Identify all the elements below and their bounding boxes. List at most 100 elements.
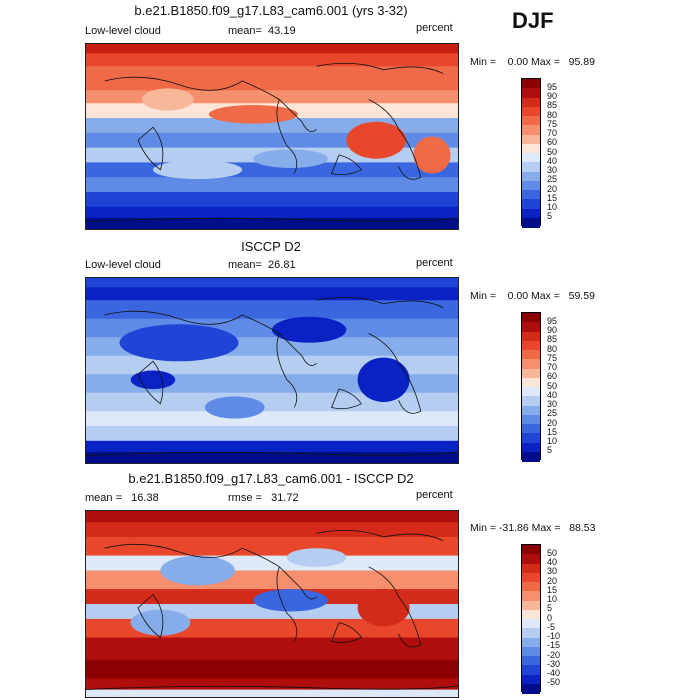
field-band: [86, 192, 458, 208]
colorbar-swatch: [522, 199, 540, 209]
field-feature: [160, 555, 235, 586]
colorbar-tick-label: 85: [547, 334, 558, 345]
colorbar-swatch: [522, 646, 540, 657]
panel-1-min-max: Min = 0.00 Max = 95.89: [470, 56, 595, 68]
panel-3-colorbar: 50 40 30 20 15 10 5 0 -5 -10 -15 -20 -30 -40 -50: [521, 544, 581, 694]
colorbar-tick-label: 15: [547, 584, 558, 595]
coastline: [86, 685, 458, 690]
colorbar-swatch: [522, 582, 540, 592]
colorbar-tick-label: 95: [547, 315, 558, 326]
panel-1-mean: mean= 43.19: [228, 25, 296, 37]
colorbar-tick-label: -30: [547, 658, 561, 669]
colorbar-box: [521, 78, 541, 228]
colorbar-tick-label: 10: [547, 594, 558, 604]
colorbar-tick-label: 10: [547, 202, 558, 212]
colorbar-tick-label: -10: [547, 631, 561, 641]
field-band: [86, 411, 458, 427]
colorbar-swatch: [522, 106, 540, 117]
colorbar-tick-label: 25: [547, 408, 558, 419]
panel-2-map-field: [86, 278, 458, 463]
colorbar-swatch: [522, 554, 540, 564]
field-band: [86, 522, 458, 538]
panel-2-map: [85, 277, 459, 464]
panel-1-colorbar: 95 90 85 80 75 70 60 50 40 30 25 20 15 10 5: [521, 78, 581, 228]
colorbar-swatch: [522, 424, 540, 434]
panel-1-title: b.e21.B1850.f09_g17.L83_cam6.001 (yrs 3-…: [134, 3, 408, 18]
colorbar-swatch: [522, 442, 540, 453]
panel-3-map-field: [86, 511, 458, 697]
colorbar-swatch: [522, 322, 540, 332]
colorbar-tick-label: 10: [547, 436, 558, 446]
colorbar-swatch: [522, 97, 540, 108]
colorbar-swatch: [522, 313, 540, 323]
field-feature: [253, 589, 328, 612]
coastline: [316, 62, 444, 74]
colorbar-swatch: [522, 619, 540, 629]
field-feature: [272, 316, 347, 343]
coastline: [316, 529, 444, 542]
coastline: [276, 566, 298, 642]
colorbar-swatch: [522, 387, 540, 397]
colorbar-swatch: [522, 350, 540, 360]
field-band: [86, 451, 458, 463]
colorbar-tick-label: -5: [547, 621, 556, 632]
colorbar-swatch: [522, 171, 540, 182]
colorbar-swatch: [522, 545, 540, 555]
colorbar-tick-label: -40: [547, 668, 561, 678]
coastline: [330, 622, 362, 643]
colorbar-swatch: [522, 433, 540, 443]
colorbar-swatch: [522, 563, 540, 574]
field-feature: [119, 324, 239, 362]
field-feature: [413, 136, 451, 174]
colorbar-tick-label: 50: [547, 146, 558, 157]
colorbar-swatch: [522, 628, 540, 638]
colorbar-swatch: [522, 414, 540, 425]
field-band: [86, 217, 458, 229]
field-band: [86, 177, 458, 193]
field-band: [86, 206, 458, 219]
panel-2-min-max: Min = 0.00 Max = 59.59: [470, 290, 595, 302]
colorbar-swatch: [522, 656, 540, 666]
field-feature: [253, 149, 328, 168]
coastline: [276, 333, 298, 408]
field-band: [86, 440, 458, 453]
colorbar-swatch: [522, 609, 540, 620]
colorbar-tick-label: 15: [547, 192, 558, 203]
coastline: [368, 566, 422, 648]
colorbar-tick-label: 80: [547, 109, 558, 120]
panel-2-units: percent: [416, 257, 453, 269]
colorbar-tick-label: 5: [547, 211, 553, 222]
field-feature: [205, 396, 265, 419]
coastline: [86, 451, 458, 456]
panel-1-map: [85, 43, 459, 230]
colorbar-tick-label: -15: [547, 640, 561, 651]
coastline: [86, 217, 458, 222]
field-band: [86, 90, 458, 104]
colorbar-swatch: [522, 125, 540, 135]
colorbar-swatch: [522, 451, 540, 462]
colorbar-swatch: [522, 153, 540, 163]
colorbar-swatch: [522, 331, 540, 342]
coastline: [137, 594, 164, 639]
colorbar-tick-label: 30: [547, 399, 558, 409]
colorbar-swatch: [522, 368, 540, 379]
colorbar-swatch: [522, 359, 540, 369]
field-feature: [357, 589, 410, 627]
field-band: [86, 678, 458, 691]
field-feature: [346, 121, 407, 159]
field-band: [86, 287, 458, 301]
colorbar-swatch: [522, 637, 540, 648]
field-feature: [130, 609, 191, 636]
coastline: [368, 333, 422, 414]
panel-3-mean: mean = 16.38: [85, 492, 159, 504]
panel-1-map-field: [86, 44, 458, 229]
colorbar-swatch: [522, 377, 540, 388]
panel-3-units: percent: [416, 489, 453, 501]
colorbar-swatch: [522, 143, 540, 154]
colorbar-swatch: [522, 217, 540, 228]
panel-3-map: [85, 510, 459, 698]
field-band: [86, 537, 458, 557]
field-band: [86, 637, 458, 661]
field-band: [86, 570, 458, 590]
colorbar-tick-label: -50: [547, 677, 561, 688]
